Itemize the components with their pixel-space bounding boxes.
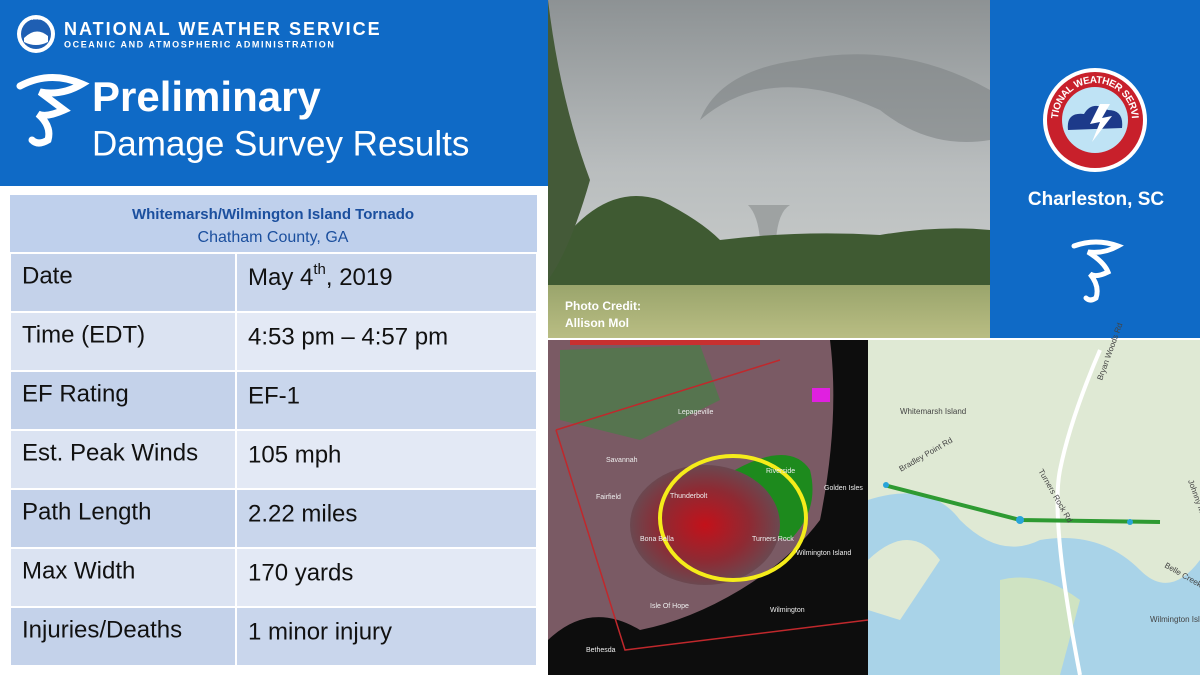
row-value: 4:53 pm – 4:57 pm [248, 323, 448, 350]
cloud [700, 54, 990, 142]
radar-label: Golden Isles [824, 485, 863, 492]
photo-credit-name: Allison Mol [565, 316, 629, 330]
photo-credit: Photo Credit: [565, 299, 641, 313]
noaa-label: NOAA [30, 16, 42, 21]
radar-label: Wilmington [770, 607, 805, 614]
row-value: 1 minor injury [248, 618, 392, 645]
funnel [748, 205, 790, 240]
radar-label: Wilmington Island [796, 550, 851, 557]
header-band [0, 0, 548, 186]
radar-label: Bethesda [586, 647, 616, 654]
survey-table: Whitemarsh/Wilmington Island Tornado Cha… [9, 195, 538, 667]
row-label: Injuries/Deaths [22, 616, 182, 643]
tornado-icon [16, 73, 90, 147]
radar-label: Lepageville [678, 409, 714, 416]
value-cell [235, 488, 538, 549]
row-label: Time (EDT) [22, 321, 145, 348]
radar-label: Thunderbolt [670, 493, 707, 500]
value-rest: , 2019 [326, 264, 393, 291]
office-tornado-icon [1071, 239, 1124, 303]
label-cell [9, 606, 237, 667]
road [1055, 349, 1102, 676]
row-value: EF-1 [248, 382, 300, 409]
radar-label: Riverside [766, 468, 795, 475]
treeline [548, 196, 990, 290]
row-label: Max Width [22, 557, 135, 584]
table-subtitle: Chatham County, GA [198, 229, 349, 246]
table-title: Whitemarsh/Wilmington Island Tornado [132, 206, 414, 223]
office-name: Charleston, SC [1028, 189, 1164, 210]
value-cell [235, 252, 538, 313]
value-main: May 4 [248, 264, 313, 291]
title-line2: Damage Survey Results [92, 124, 469, 163]
value-cell [235, 606, 538, 667]
label-cell [9, 488, 237, 549]
radar-core [630, 465, 780, 585]
radar-label: Bona Bella [640, 536, 674, 543]
survey-point [883, 482, 889, 488]
field [548, 285, 990, 338]
agency-sub: OCEANIC AND ATMOSPHERIC ADMINISTRATION [64, 39, 335, 49]
value-sup: th [313, 261, 326, 278]
map-label: Whitemarsh Island [900, 407, 966, 416]
survey-point [1127, 519, 1133, 525]
label-cell [9, 370, 237, 431]
marsh [1000, 577, 1080, 675]
title-line1: Preliminary [92, 73, 321, 120]
table-header [10, 195, 537, 253]
row-value: 170 yards [248, 559, 353, 586]
nws-bolt [1090, 104, 1112, 142]
value-cell [235, 370, 538, 431]
warning-polygon [555, 359, 869, 651]
value-cell [235, 429, 538, 490]
radar-colorbar [570, 340, 760, 345]
agency: NATIONAL WEATHER SERVICE [64, 19, 382, 39]
label-cell [9, 252, 237, 313]
land-patch [868, 540, 940, 620]
row-value: 105 mph [248, 441, 341, 468]
radar-labels: Lepageville Savannah Thunderbolt Fairfield R… [586, 409, 863, 654]
row-label: Date [22, 262, 73, 289]
radar-label: Isle Of Hope [650, 603, 689, 610]
row-label: Path Length [22, 498, 151, 525]
tree-left [548, 0, 590, 280]
value-cell [235, 311, 538, 372]
radar-label: Fairfield [596, 494, 621, 501]
row-label: EF Rating [22, 380, 129, 407]
radar-label: Savannah [606, 457, 638, 464]
highlight-circle [658, 454, 808, 582]
row-value: 2.22 miles [248, 500, 357, 527]
row-label: Est. Peak Winds [22, 439, 198, 466]
map-label: Wilmington Island [1150, 615, 1200, 624]
survey-point [1016, 516, 1024, 524]
row-value: May 4th, 2019 [248, 261, 393, 291]
radar-label: Turners Rock [752, 536, 794, 543]
radar-spot [812, 388, 830, 402]
noaa-bird [24, 31, 48, 45]
